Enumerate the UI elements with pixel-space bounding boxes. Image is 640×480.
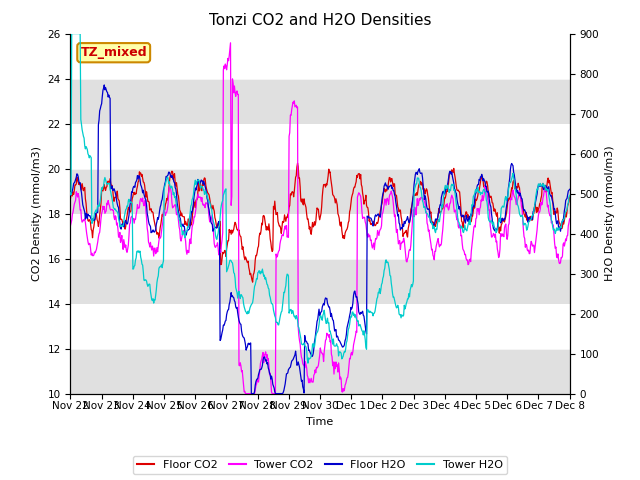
Y-axis label: CO2 Density (mmol/m3): CO2 Density (mmol/m3): [32, 146, 42, 281]
Title: Tonzi CO2 and H2O Densities: Tonzi CO2 and H2O Densities: [209, 13, 431, 28]
Bar: [70, 168, 570, 214]
Y-axis label: H2O Density (mmol/m3): H2O Density (mmol/m3): [605, 146, 614, 281]
X-axis label: Time: Time: [307, 417, 333, 427]
Legend: Floor CO2, Tower CO2, Floor H2O, Tower H2O: Floor CO2, Tower CO2, Floor H2O, Tower H…: [133, 456, 507, 474]
Bar: [70, 79, 570, 123]
Bar: [70, 348, 570, 394]
Text: TZ_mixed: TZ_mixed: [81, 46, 147, 59]
Bar: [70, 259, 570, 303]
